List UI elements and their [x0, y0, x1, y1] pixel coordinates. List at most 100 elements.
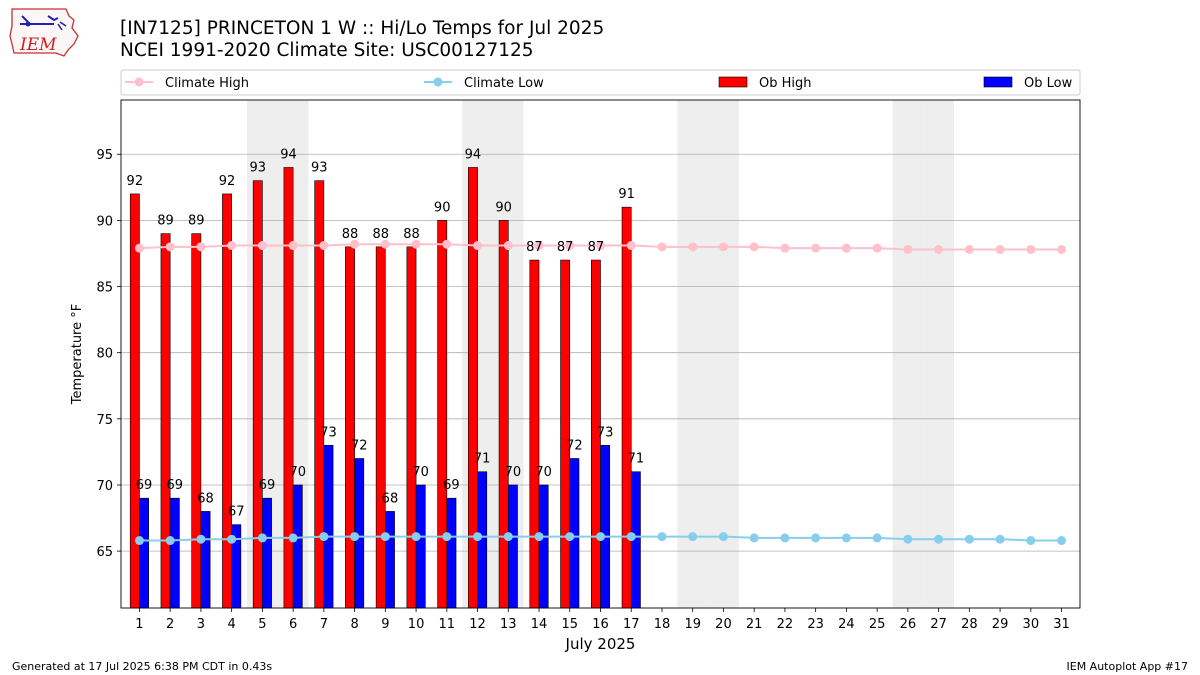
x-tick-label: 13 [500, 617, 517, 632]
climate-low-point [718, 532, 728, 542]
climate-high-point [872, 243, 882, 253]
x-tick-label: 11 [439, 617, 456, 632]
ob-low-label: 73 [320, 425, 337, 440]
x-tick-label: 4 [228, 617, 236, 632]
climate-high-point [596, 241, 605, 251]
climate-high-legend-label: Climate High [165, 76, 249, 91]
y-tick-label: 95 [96, 148, 113, 163]
ob-high-label: 90 [434, 200, 451, 215]
x-tick-label: 28 [961, 617, 978, 632]
x-tick-label: 18 [654, 617, 671, 632]
footer-generated: Generated at 17 Jul 2025 6:38 PM CDT in … [12, 660, 273, 673]
ob-high-bar [468, 167, 478, 609]
x-tick-label: 20 [715, 617, 732, 632]
y-tick-label: 75 [96, 413, 113, 428]
climate-low-legend-label: Climate Low [464, 76, 544, 91]
climate-low-point [165, 536, 175, 546]
climate-high-point [934, 244, 944, 254]
climate-low-point [596, 532, 605, 542]
ob-high-bar [129, 193, 140, 609]
x-tick-label: 27 [930, 617, 947, 632]
ob-high-legend-label: Ob High [759, 76, 812, 91]
climate-high-point [288, 241, 298, 251]
climate-high-point [995, 244, 1005, 254]
y-tick-label: 80 [96, 347, 113, 362]
x-tick-label: 5 [258, 617, 266, 632]
ob-high-bar [345, 246, 355, 609]
y-tick-label: 85 [96, 281, 113, 296]
climate-low-point [134, 536, 144, 546]
climate-high-point [503, 241, 513, 251]
x-tick-label: 9 [381, 617, 389, 632]
climate-low-point [1026, 536, 1036, 546]
climate-low-point [380, 532, 390, 542]
ob-high-bar [437, 220, 448, 609]
ob-high-label: 87 [588, 240, 605, 255]
x-tick-label: 23 [807, 617, 824, 632]
climate-high-point [257, 241, 267, 251]
ob-high-label: 90 [495, 200, 512, 215]
x-tick-label: 25 [869, 617, 886, 632]
ob-high-bar [222, 193, 232, 609]
x-tick-label: 7 [320, 617, 328, 632]
climate-low-point [442, 532, 452, 542]
climate-high-point [411, 239, 421, 249]
y-axis-label: Temperature °F [70, 304, 85, 405]
weekend-shade-day-20 [708, 100, 739, 608]
x-tick-label: 15 [561, 617, 578, 632]
ob-low-label: 70 [289, 465, 306, 480]
climate-low-point [688, 532, 698, 542]
ob-low-bar [262, 497, 272, 609]
ob-low-bar [292, 484, 303, 609]
ob-high-bar [560, 259, 571, 609]
climate-low-point [534, 532, 544, 542]
ob-low-bar [385, 511, 395, 609]
ob-low-label: 67 [228, 505, 245, 520]
x-tick-label: 17 [623, 617, 640, 632]
chart-title: [IN7125] PRINCETON 1 W :: Hi/Lo Temps fo… [120, 18, 605, 39]
ob-low-legend-label: Ob Low [1024, 76, 1073, 91]
climate-high-point [811, 243, 821, 253]
ob-high-label: 94 [465, 147, 482, 162]
y-tick-label: 70 [96, 479, 113, 494]
ob-low-bar [538, 484, 549, 609]
climate-high-point [841, 243, 851, 253]
climate-low-point [565, 532, 575, 542]
x-tick-label: 12 [469, 617, 486, 632]
x-tick-label: 16 [592, 617, 609, 632]
climate-low-point [503, 532, 513, 542]
climate-low-point [196, 534, 206, 544]
climate-low-point [811, 533, 821, 543]
weekend-shade-day-26 [892, 100, 924, 608]
legend-box [120, 69, 1081, 96]
climate-low-point [995, 534, 1005, 544]
ob-high-legend-swatch [718, 76, 748, 88]
climate-high-point [534, 241, 544, 251]
climate-low-point [1057, 536, 1067, 546]
ob-high-label: 93 [250, 161, 267, 176]
x-tick-label: 14 [531, 617, 548, 632]
climate-high-point [134, 243, 144, 253]
climate-low-point [872, 533, 882, 543]
ob-low-bar [139, 497, 149, 609]
x-tick-label: 29 [992, 617, 1009, 632]
ob-low-label: 73 [597, 425, 614, 440]
climate-high-point [964, 244, 974, 254]
ob-low-label: 70 [412, 465, 429, 480]
ob-low-label: 72 [566, 439, 583, 454]
climate-high-point [196, 242, 206, 252]
x-tick-label: 30 [1023, 617, 1040, 632]
logo-text: IEM [19, 35, 57, 55]
chart-subtitle: NCEI 1991-2020 Climate Site: USC00127125 [120, 40, 534, 61]
ob-high-label: 88 [372, 227, 389, 242]
x-tick-label: 19 [684, 617, 701, 632]
climate-high-point [565, 241, 575, 251]
ob-low-label: 70 [535, 465, 552, 480]
ob-low-bar [323, 444, 334, 609]
climate-high-point [319, 241, 329, 251]
x-tick-label: 3 [197, 617, 205, 632]
ob-low-label: 71 [474, 452, 491, 467]
climate-low-point [319, 532, 329, 542]
climate-high-point [1057, 244, 1067, 254]
